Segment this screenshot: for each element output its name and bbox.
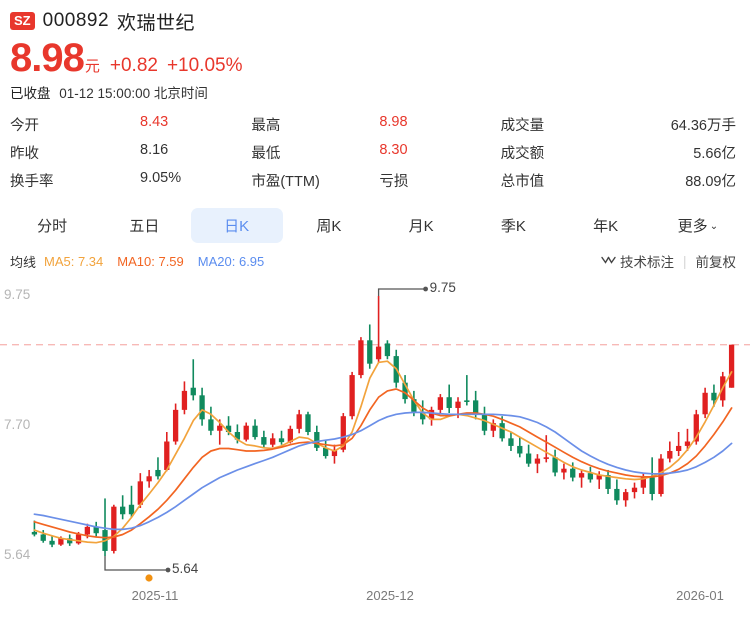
price-change-percent: +10.05%: [166, 55, 243, 76]
tab-daily-k-label: 日K: [224, 217, 250, 235]
stat-label-turnover-rate: 换手率: [10, 174, 54, 190]
technical-annotation-button[interactable]: 技术标注: [601, 251, 674, 271]
quote-timestamp: 01-12 15:00:00 北京时间: [59, 86, 208, 101]
chevron-down-icon: ⌄: [709, 220, 719, 232]
tab-monthly-k-label: 月K: [408, 217, 434, 235]
stat-label-market-cap: 总市值: [500, 174, 545, 190]
tab-more-label: 更多: [677, 217, 708, 235]
stat-value-low: 8.30: [379, 142, 408, 158]
x-axis-tick-0: 2025-11: [131, 588, 179, 603]
stat-value-volume: 64.36万手: [670, 118, 736, 134]
tab-yearly-k[interactable]: 年K: [560, 208, 652, 243]
stat-label-volume: 成交量: [500, 118, 545, 134]
stat-label-high: 最高: [251, 118, 281, 134]
stat-label-low: 最低: [251, 146, 281, 162]
tab-weekly-k-label: 周K: [316, 217, 342, 235]
stat-value-open: 8.43: [140, 114, 169, 130]
quote-stats-table: 今开 8.43 最高 8.98 成交量 64.36万手 昨收 8.16 最低 8…: [0, 114, 750, 191]
y-axis-tick-low: 5.64: [4, 547, 31, 562]
stat-value-turnover-rate: 9.05%: [140, 170, 182, 186]
adjust-type-button[interactable]: 前复权: [695, 255, 737, 270]
tab-quarterly-k-label: 季K: [500, 217, 526, 235]
market-status-row: 已收盘 01-12 15:00:00 北京时间: [0, 80, 750, 102]
stat-value-high: 8.98: [379, 114, 408, 130]
ma5-legend: MA5: 7.34: [44, 253, 104, 269]
stat-label-pe-ttm: 市盈(TTM): [251, 174, 320, 190]
x-axis-tick-2: 2026-01: [676, 588, 724, 603]
exchange-badge: SZ: [10, 12, 35, 30]
tab-yearly-k-label: 年K: [593, 217, 619, 235]
ma20-legend: MA20: 6.95: [197, 253, 265, 269]
chart-tools: 技术标注 | 前复权: [601, 251, 736, 271]
stat-value-pe-ttm: 亏损: [379, 174, 409, 190]
tab-monthly-k[interactable]: 月K: [375, 208, 467, 243]
tab-weekly-k[interactable]: 周K: [283, 208, 375, 243]
stat-value-turnover-amount: 5.66亿: [693, 146, 736, 162]
y-axis-tick-mid: 7.70: [4, 416, 31, 432]
stock-name: 欢瑞世纪: [117, 12, 196, 34]
stat-label-prev-close: 昨收: [10, 146, 39, 162]
chart-period-tabs: 分时 五日 日K 周K 月K 季K 年K 更多 ⌄: [0, 205, 750, 245]
tab-daily-k[interactable]: 日K: [190, 207, 283, 243]
tools-divider: |: [682, 253, 687, 269]
tab-minute[interactable]: 分时: [6, 208, 98, 243]
tab-minute-label: 分时: [37, 217, 68, 235]
tab-quarterly-k[interactable]: 季K: [467, 208, 559, 243]
price-row: 8.98 元 +0.82 +10.05%: [0, 30, 750, 80]
current-price: 8.98: [10, 36, 85, 80]
stat-value-market-cap: 88.09亿: [685, 174, 736, 190]
price-change: +0.82: [109, 55, 158, 76]
y-axis-tick-high: 9.75: [4, 287, 31, 302]
ma-legend-title: 均线: [10, 254, 37, 270]
tab-more[interactable]: 更多 ⌄: [652, 208, 744, 243]
ma10-legend: MA10: 7.59: [117, 253, 184, 269]
candlestick-icon: [601, 256, 616, 264]
currency-unit: 元: [84, 58, 100, 75]
stock-code: 000892: [42, 10, 110, 31]
tab-five-day-label: 五日: [129, 217, 160, 235]
stock-header: SZ 000892 欢瑞世纪: [0, 0, 750, 34]
market-status: 已收盘: [10, 86, 51, 101]
stat-label-turnover-amount: 成交额: [500, 146, 545, 162]
chart-canvas[interactable]: [0, 275, 750, 605]
candlestick-chart[interactable]: 9.75 7.70 5.64 9.75 5.64 2025-11 2025-12…: [0, 275, 750, 605]
annotation-high-label: 9.75: [429, 280, 456, 295]
technical-annotation-label: 技术标注: [619, 255, 674, 270]
stat-value-prev-close: 8.16: [140, 142, 169, 158]
moving-average-legend: 均线 MA5: 7.34 MA10: 7.59 MA20: 6.95 技术标注 …: [0, 245, 750, 271]
annotation-low-label: 5.64: [172, 561, 199, 576]
tab-five-day[interactable]: 五日: [98, 208, 190, 243]
x-axis-tick-1: 2025-12: [366, 588, 414, 603]
stat-label-open: 今开: [10, 118, 39, 134]
